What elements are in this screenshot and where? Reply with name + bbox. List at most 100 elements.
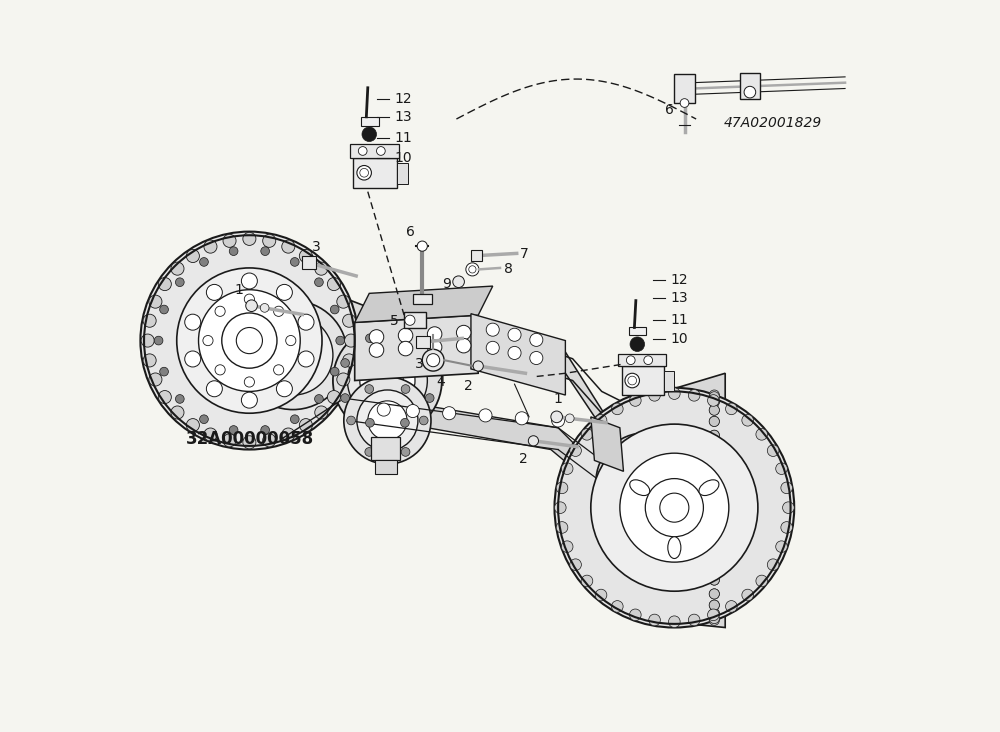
Circle shape bbox=[709, 405, 719, 415]
Circle shape bbox=[204, 240, 217, 253]
Circle shape bbox=[630, 609, 641, 621]
Circle shape bbox=[620, 512, 630, 522]
Circle shape bbox=[709, 397, 719, 407]
Circle shape bbox=[268, 329, 318, 381]
Circle shape bbox=[515, 412, 528, 425]
FancyBboxPatch shape bbox=[416, 336, 430, 348]
Circle shape bbox=[565, 414, 574, 422]
Circle shape bbox=[427, 326, 442, 341]
Circle shape bbox=[299, 250, 312, 263]
Circle shape bbox=[630, 337, 645, 351]
Circle shape bbox=[530, 333, 543, 346]
FancyBboxPatch shape bbox=[302, 256, 316, 269]
Circle shape bbox=[709, 397, 719, 407]
Circle shape bbox=[171, 262, 184, 275]
Circle shape bbox=[405, 315, 415, 325]
FancyBboxPatch shape bbox=[629, 327, 646, 335]
Circle shape bbox=[612, 601, 623, 612]
FancyBboxPatch shape bbox=[350, 144, 399, 157]
Circle shape bbox=[299, 419, 312, 432]
Circle shape bbox=[709, 390, 719, 400]
FancyBboxPatch shape bbox=[622, 366, 664, 395]
Circle shape bbox=[366, 419, 374, 427]
Circle shape bbox=[610, 447, 680, 517]
Circle shape bbox=[223, 234, 236, 247]
Circle shape bbox=[479, 409, 492, 422]
Circle shape bbox=[623, 460, 667, 504]
Circle shape bbox=[175, 278, 184, 286]
FancyBboxPatch shape bbox=[740, 73, 760, 100]
Circle shape bbox=[253, 315, 333, 395]
Circle shape bbox=[366, 334, 374, 343]
Circle shape bbox=[756, 428, 768, 440]
Circle shape bbox=[246, 300, 257, 312]
Text: 10: 10 bbox=[395, 152, 412, 165]
Polygon shape bbox=[591, 417, 623, 471]
Circle shape bbox=[243, 436, 256, 449]
Circle shape bbox=[222, 313, 277, 368]
Circle shape bbox=[371, 365, 403, 397]
Circle shape bbox=[581, 575, 593, 587]
Circle shape bbox=[229, 247, 238, 255]
FancyBboxPatch shape bbox=[375, 460, 397, 474]
Circle shape bbox=[486, 323, 499, 336]
Circle shape bbox=[365, 447, 374, 456]
Circle shape bbox=[680, 477, 690, 488]
Circle shape bbox=[726, 403, 737, 415]
Circle shape bbox=[630, 395, 641, 406]
Circle shape bbox=[709, 447, 719, 457]
Circle shape bbox=[709, 615, 719, 625]
Circle shape bbox=[781, 522, 792, 534]
Circle shape bbox=[401, 334, 409, 343]
Text: 6: 6 bbox=[406, 225, 415, 239]
Ellipse shape bbox=[630, 479, 650, 496]
Circle shape bbox=[709, 541, 719, 551]
Circle shape bbox=[709, 608, 719, 619]
Text: 1: 1 bbox=[234, 283, 243, 297]
Circle shape bbox=[215, 365, 225, 375]
Circle shape bbox=[709, 522, 719, 532]
Text: 1: 1 bbox=[553, 392, 562, 406]
Circle shape bbox=[377, 403, 390, 416]
Circle shape bbox=[554, 502, 566, 513]
Circle shape bbox=[556, 482, 568, 493]
Circle shape bbox=[570, 559, 581, 570]
Circle shape bbox=[709, 559, 719, 569]
Circle shape bbox=[186, 250, 199, 263]
Circle shape bbox=[776, 541, 787, 553]
FancyBboxPatch shape bbox=[397, 163, 408, 184]
Circle shape bbox=[360, 168, 369, 177]
Circle shape bbox=[767, 445, 779, 457]
Circle shape bbox=[744, 86, 756, 98]
Circle shape bbox=[341, 394, 349, 403]
Circle shape bbox=[581, 428, 593, 440]
Circle shape bbox=[742, 589, 753, 601]
Circle shape bbox=[456, 325, 471, 340]
Circle shape bbox=[419, 416, 428, 425]
Circle shape bbox=[330, 367, 339, 376]
Circle shape bbox=[406, 405, 419, 417]
Circle shape bbox=[261, 247, 270, 255]
Circle shape bbox=[204, 428, 217, 441]
Circle shape bbox=[158, 391, 171, 403]
Circle shape bbox=[417, 241, 427, 251]
Circle shape bbox=[709, 589, 719, 599]
Circle shape bbox=[206, 285, 222, 300]
Circle shape bbox=[341, 359, 349, 367]
Circle shape bbox=[185, 314, 201, 330]
Circle shape bbox=[552, 414, 565, 427]
Text: 3: 3 bbox=[312, 240, 321, 254]
Polygon shape bbox=[355, 286, 493, 322]
Circle shape bbox=[327, 277, 340, 291]
Circle shape bbox=[709, 522, 719, 532]
FancyBboxPatch shape bbox=[664, 371, 674, 392]
Circle shape bbox=[709, 608, 719, 619]
Circle shape bbox=[143, 354, 156, 367]
Circle shape bbox=[709, 417, 719, 427]
Circle shape bbox=[286, 335, 296, 346]
Circle shape bbox=[709, 430, 719, 441]
Text: 11: 11 bbox=[671, 313, 688, 326]
Circle shape bbox=[158, 277, 171, 291]
Circle shape bbox=[369, 329, 384, 344]
Circle shape bbox=[456, 338, 471, 353]
